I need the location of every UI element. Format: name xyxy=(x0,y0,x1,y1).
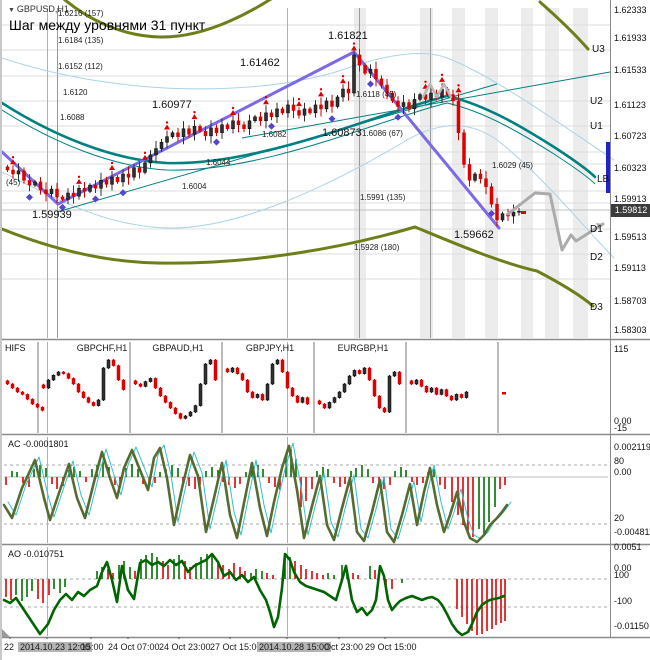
ao-axis-label: 100 xyxy=(614,570,630,580)
mini-chart-symbol-label: GBPJPY,H1 xyxy=(245,343,295,353)
mifs-axis-label: 0,00 xyxy=(614,416,632,426)
time-axis-label: 27 Oct 15:00 xyxy=(210,642,262,652)
band-level-label: U3 xyxy=(592,44,605,55)
mifs-axis-label: 115 xyxy=(614,344,629,354)
mifs-axis-label: -15 xyxy=(614,423,628,433)
band-level-label: U2 xyxy=(590,96,603,107)
price-axis-label: 1.60323 xyxy=(614,163,647,173)
time-axis-label: 24 Oct 23:00 xyxy=(159,642,211,652)
ao-indicator-label: AO -0.010751 xyxy=(8,549,65,559)
level-label: 1.6088 xyxy=(60,113,85,122)
ac-axis-label: -0.004811 xyxy=(614,527,650,537)
level-label: 1.6044 xyxy=(206,158,231,167)
level-label: 1.6120 xyxy=(63,88,88,97)
price-axis-label: 1.59513 xyxy=(614,232,647,242)
level-label: 1.6029 (45) xyxy=(492,161,533,170)
band-level-label: D3 xyxy=(590,302,603,313)
level-label: 1.6082 xyxy=(262,130,287,139)
price-axis-label: 1.62333 xyxy=(614,5,647,15)
time-axis[interactable]: 22 2014.10.23 12:00 15:00 24 Oct 07:00 24 Oc… xyxy=(2,639,650,660)
zigzag-price-label: 1.61821 xyxy=(328,30,368,42)
zigzag-price-label: 1.61462 xyxy=(240,57,280,69)
band-level-label: U1 xyxy=(590,121,603,132)
ao-axis-label: -0.01150 xyxy=(614,621,649,631)
mini-chart-symbol-label: GBPCHF,H1 xyxy=(76,343,128,353)
ao-axis-label: 0.00 xyxy=(614,563,632,573)
price-axis-label: 1.58703 xyxy=(614,296,647,306)
time-axis-label-highlighted: 2014.10.28 15:00 xyxy=(257,642,332,652)
price-axis-label: 1.60723 xyxy=(614,131,647,141)
level-label: 1.5991 (135) xyxy=(360,193,406,202)
band-level-label: D2 xyxy=(590,252,603,263)
time-axis-label: 29 Oct 15:00 xyxy=(365,642,417,652)
time-axis-label: 22 xyxy=(4,642,15,652)
level-label: 1.6152 (112) xyxy=(58,62,103,71)
ao-axis-label: 0.0051 xyxy=(614,542,642,552)
mifs-indicator-label: HIFS xyxy=(5,343,26,353)
chart-symbol-label: GBPUSD,H1 xyxy=(16,4,69,14)
ac-axis-label: 20 xyxy=(614,513,625,523)
mini-chart-symbol-label: GBPAUD,H1 xyxy=(152,343,204,353)
mini-chart-symbol-label: EURGBP,H1 xyxy=(337,343,389,353)
price-axis-divider xyxy=(610,0,611,638)
level-label: 1.6184 (135) xyxy=(58,36,104,45)
symbol-selector[interactable]: ▼ GBPUSD,H1 xyxy=(8,4,69,14)
current-price-badge: 1.59812 xyxy=(610,204,650,217)
level-label: 1.5928 (180) xyxy=(354,243,400,252)
zigzag-price-label: 1.59662 xyxy=(454,229,494,241)
price-axis-label: 1.59913 xyxy=(614,194,647,204)
level-label: 1.6216 (157) xyxy=(58,9,104,18)
panel-resize-grip[interactable] xyxy=(2,629,10,637)
ac-axis-label: 0.00 xyxy=(614,467,632,477)
ac-axis-label: 0.002119 xyxy=(614,442,650,452)
ac-indicator-label: AC -0.0001801 xyxy=(8,439,69,449)
level-label: 1.6118 (45) xyxy=(356,90,397,99)
zigzag-price-label: 1.60977 xyxy=(152,99,192,111)
chevron-down-icon[interactable]: ▼ xyxy=(8,7,17,14)
zigzag-price-label: 1.60873 xyxy=(322,127,362,139)
price-axis-label: 1.61533 xyxy=(614,65,647,75)
ac-axis-label: 80 xyxy=(614,456,625,466)
band-level-label: LB xyxy=(597,174,610,185)
level-label: 1.6004 xyxy=(182,182,207,191)
time-axis-label: 15:00 xyxy=(81,642,104,652)
time-axis-label-highlighted: 2014.10.23 12:00 xyxy=(18,642,93,652)
price-axis-label: 1.61123 xyxy=(614,100,646,110)
level-label: 1.6086 (67) xyxy=(362,129,403,138)
price-axis-label: 1.61933 xyxy=(614,33,647,43)
time-axis-label: Oct 23:00 xyxy=(324,642,364,652)
levels-step-comment: Шаг между уровнями 31 пункт xyxy=(9,17,206,33)
level-label: (45) xyxy=(6,178,21,187)
band-level-label: D1 xyxy=(590,224,603,235)
price-axis-label: 1.59113 xyxy=(614,263,646,273)
time-axis-label: 24 Oct 07:00 xyxy=(108,642,160,652)
zigzag-price-label: 1.59939 xyxy=(32,209,72,221)
price-axis-label: 1.58303 xyxy=(614,325,647,335)
ao-axis-label: -100 xyxy=(614,596,633,606)
